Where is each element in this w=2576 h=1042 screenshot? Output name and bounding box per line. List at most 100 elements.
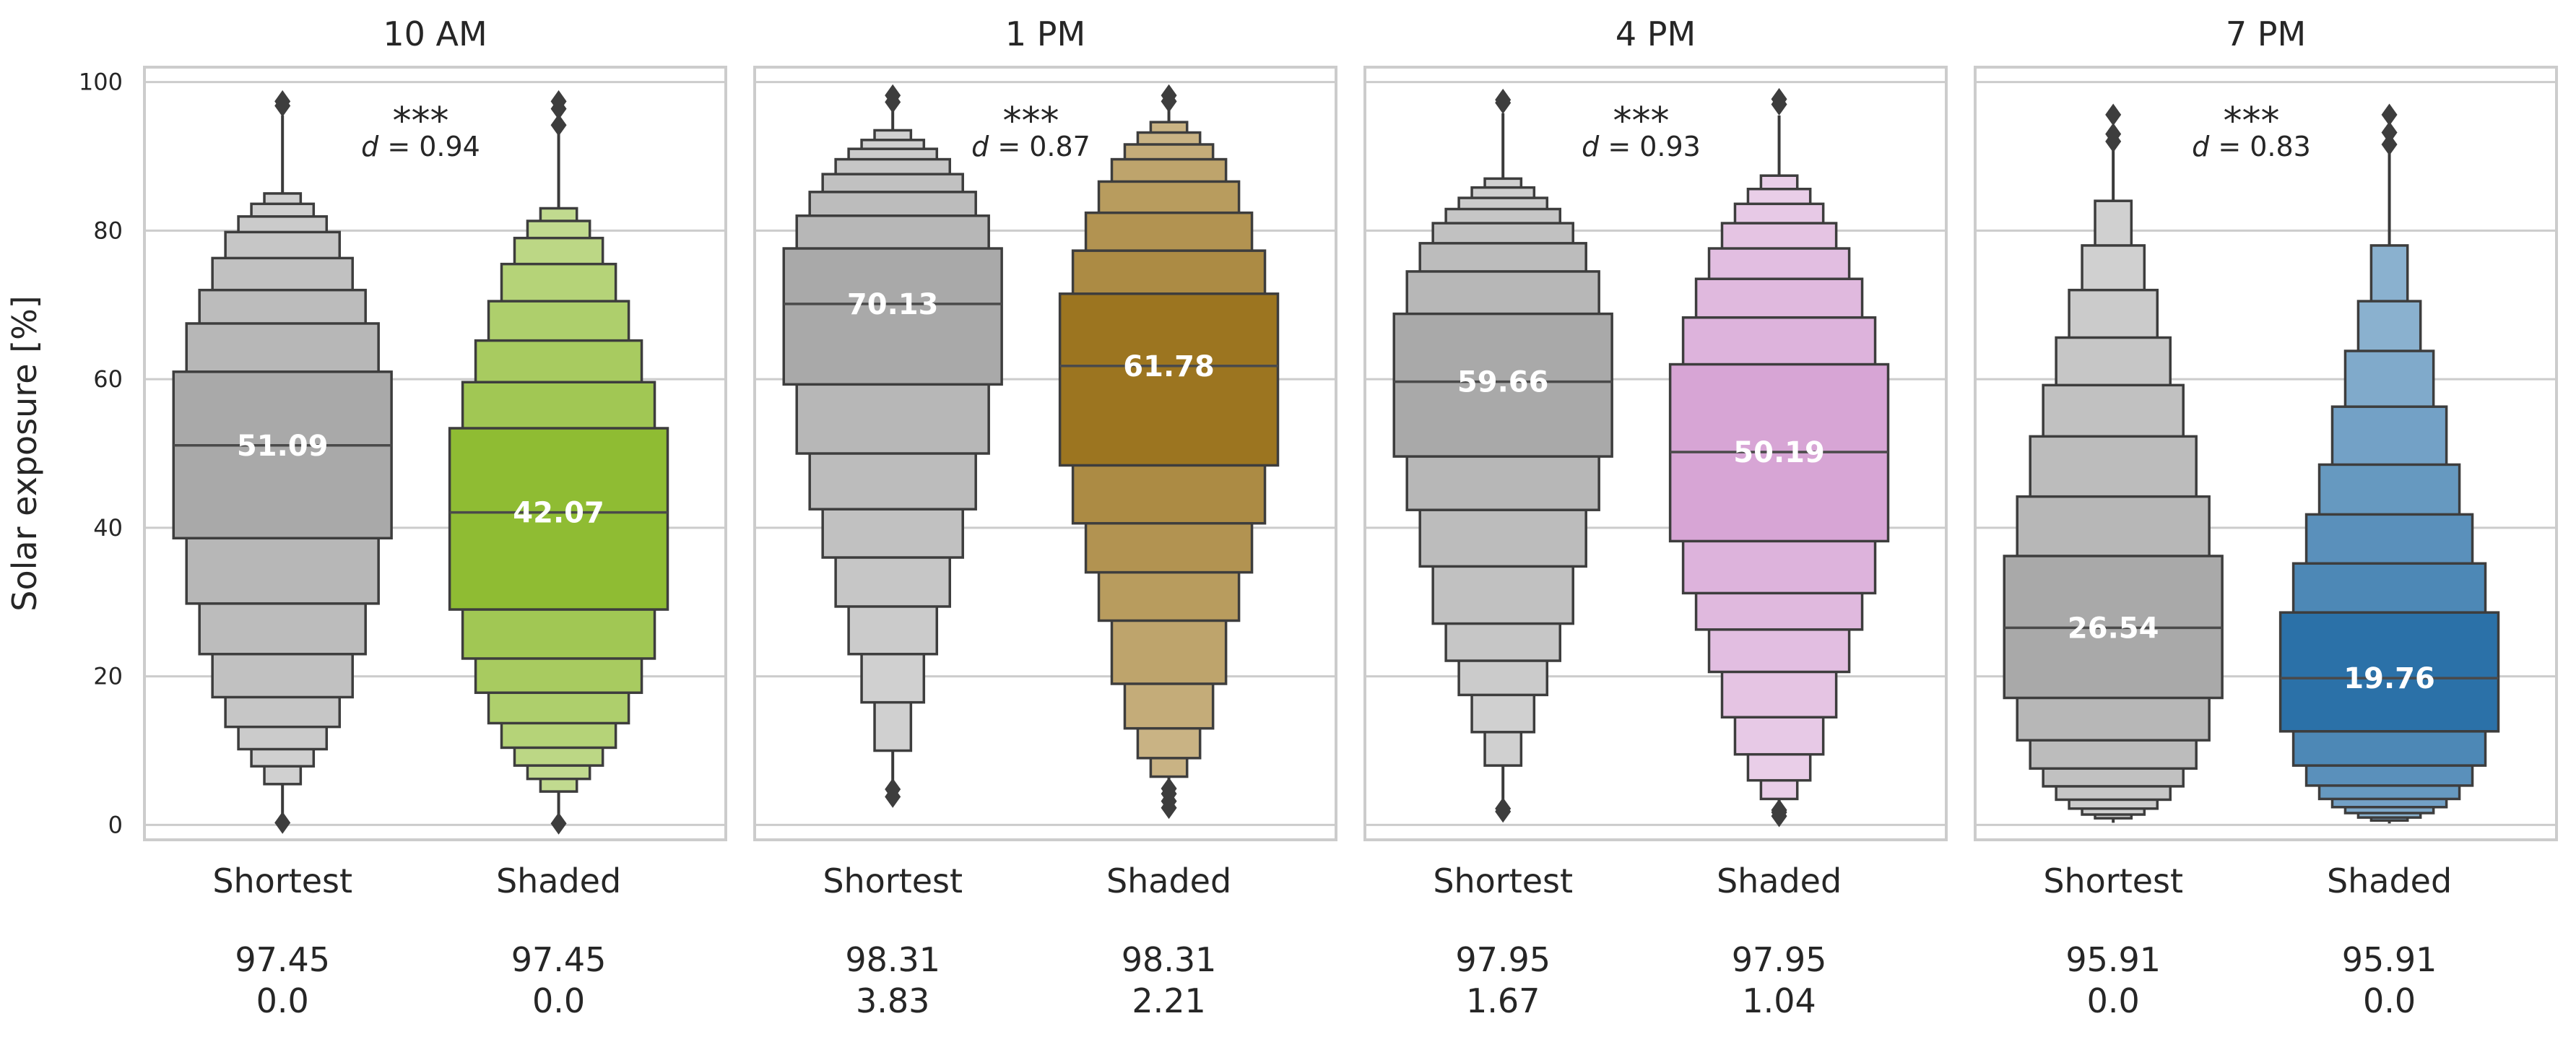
max-value-label: 98.31 [1122,940,1217,979]
panel-frame [1363,66,1948,841]
x-tick-label: Shaded [2327,861,2452,900]
median-value-label: 26.54 [2068,612,2159,645]
outlier-point [885,84,901,107]
box-level-1 [1392,312,1613,458]
median-value-label: 19.76 [2343,662,2435,695]
effect-size-value: = 0.87 [989,131,1090,162]
panel-title: 7 PM [2226,14,2306,53]
median-value-label: 70.13 [847,288,939,321]
x-tick-label: Shortest [823,861,963,900]
y-tick-label-40: 40 [93,514,123,542]
panel-frame [1974,66,2558,841]
significance-stars: *** [393,100,449,143]
boxen-shortest: 59.66 Shortest 97.951.67 [1392,88,1613,1020]
panel-3: 4 PM***d = 0.9359.66Shortest97.951.6750.… [1363,14,1948,1020]
max-value-label: 95.91 [2342,940,2437,979]
median-value-label: 51.09 [237,430,329,463]
box-level-1 [172,370,393,540]
panel-4: 7 PM***d = 0.8326.54Shortest95.910.019.7… [1974,14,2558,1020]
effect-size-label: d = 0.87 [971,131,1090,162]
median-value-label: 42.07 [513,497,604,530]
effect-size-symbol: d [361,131,379,162]
outlier-point [1771,799,1787,822]
min-value-label: 0.0 [2363,981,2416,1020]
significance-stars: *** [1003,100,1059,143]
min-value-label: 0.0 [2087,981,2140,1020]
outlier-point [550,812,567,835]
y-tick-label-0: 0 [108,811,123,838]
outlier-point [550,90,567,113]
median-value-label: 61.78 [1123,350,1215,383]
significance-stars: *** [1613,100,1670,143]
outlier-point [2105,103,2122,126]
y-tick-label-20: 20 [93,663,123,690]
effect-size-label: d = 0.94 [361,131,480,162]
box-level-1 [2278,611,2500,733]
outlier-point [1495,88,1512,111]
x-tick-label: Shortest [2043,861,2183,900]
min-value-label: 0.0 [532,981,585,1020]
y-tick-label-100: 100 [79,69,123,96]
x-tick-label: Shortest [212,861,352,900]
panel-frame [143,66,727,841]
box-level-1 [448,427,669,611]
boxen-shortest: 70.13 Shortest 98.313.83 [782,84,1003,1020]
boxen-shaded: 42.07 Shaded 97.450.0 [448,90,669,1020]
outlier-point [2105,123,2122,145]
box-level-1 [782,247,1003,386]
median-value-label: 59.66 [1457,366,1549,399]
boxen-shortest: 26.54 Shortest 95.910.0 [2003,103,2224,1020]
outlier-point [1771,87,1787,110]
outlier-point [1161,777,1177,800]
panel-2: 1 PM***d = 0.8770.13Shortest98.313.8361.… [753,14,1337,1020]
median-value-label: 50.19 [1733,436,1825,469]
boxen-shaded: 19.76 Shaded 95.910.0 [2278,103,2500,1020]
boxen-shortest: 51.09 Shortest 97.450.0 [172,90,393,1020]
max-value-label: 97.95 [1732,940,1827,979]
boxen-shaded: 50.19 Shaded 97.951.04 [1668,87,1890,1020]
max-value-label: 97.45 [235,940,330,979]
effect-size-label: d = 0.83 [2192,131,2311,162]
min-value-label: 2.21 [1132,981,1205,1020]
max-value-label: 97.45 [511,940,607,979]
y-tick-label-60: 60 [93,365,123,393]
outlier-point [274,811,291,834]
effect-size-symbol: d [2192,131,2210,162]
min-value-label: 3.83 [856,981,929,1020]
outlier-point [274,90,291,113]
outlier-point [1495,797,1512,820]
effect-size-label: d = 0.93 [1582,131,1701,162]
max-value-label: 98.31 [845,940,940,979]
outlier-point [2381,121,2398,144]
significance-stars: *** [2224,100,2280,143]
outlier-point [2381,103,2398,126]
x-tick-label: Shaded [1106,861,1231,900]
panel-title: 4 PM [1616,14,1696,53]
x-tick-label: Shaded [496,861,621,900]
x-tick-label: Shortest [1433,861,1573,900]
max-value-label: 97.95 [1455,940,1551,979]
y-tick-label-80: 80 [93,217,123,244]
effect-size-value: = 0.93 [1599,131,1701,162]
effect-size-value: = 0.94 [378,131,480,162]
boxen-shaded: 61.78 Shaded 98.312.21 [1058,84,1280,1020]
outlier-point [2381,133,2398,156]
effect-size-value: = 0.83 [2209,131,2311,162]
box-level-1 [1058,292,1280,467]
outlier-point [550,113,567,136]
x-tick-label: Shaded [1717,861,1842,900]
panel-title: 1 PM [1005,14,1085,53]
panel-title: 10 AM [383,14,487,53]
min-value-label: 0.0 [256,981,309,1020]
outlier-point [1161,84,1177,107]
effect-size-symbol: d [1582,131,1600,162]
outlier-point [885,778,901,801]
min-value-label: 1.67 [1466,981,1540,1020]
panel-frame [753,66,1337,841]
min-value-label: 1.04 [1742,981,1816,1020]
max-value-label: 95.91 [2065,940,2161,979]
y-axis-label: Solar exposure [%] [5,295,44,611]
